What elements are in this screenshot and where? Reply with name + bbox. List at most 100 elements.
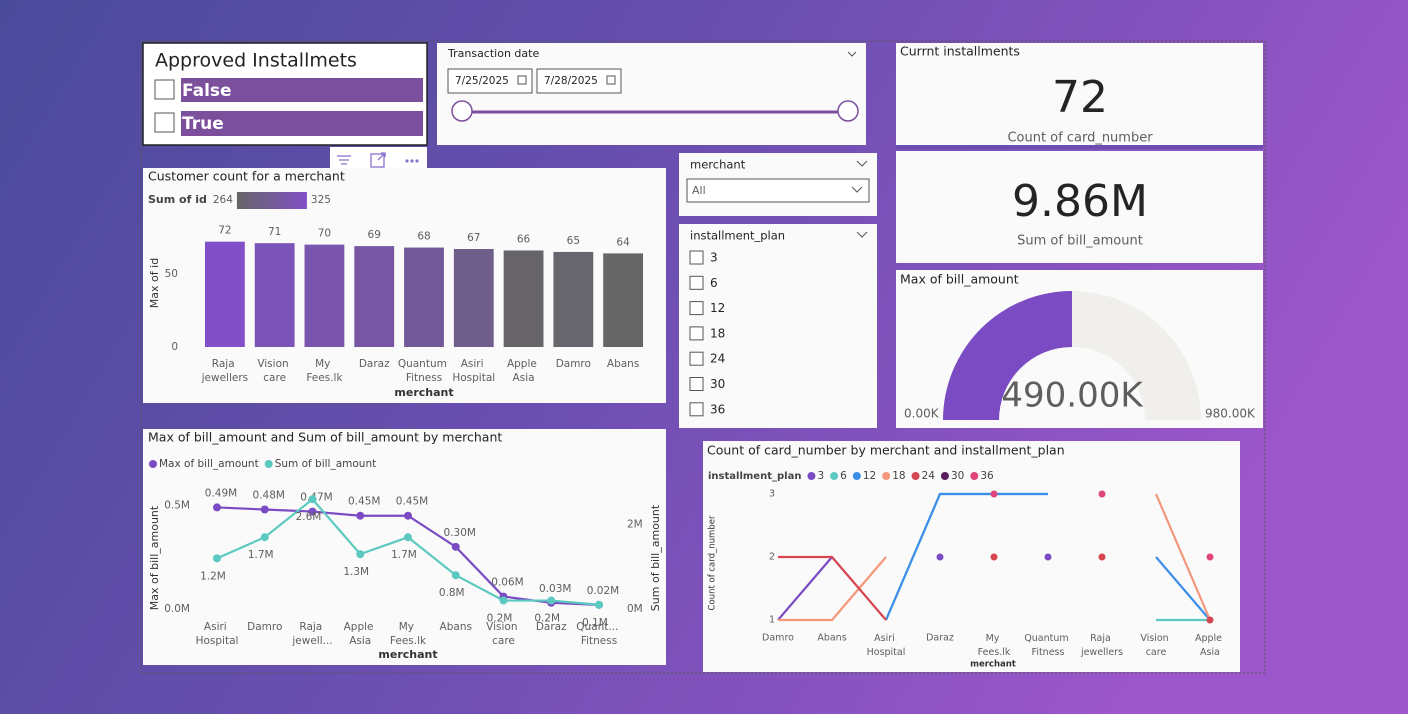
option-label[interactable]: 30 — [710, 377, 725, 391]
dropdown[interactable] — [686, 178, 870, 203]
chevron[interactable] — [847, 51, 857, 57]
card-value: 9.86M — [1012, 176, 1148, 227]
label-line: Asia — [513, 372, 535, 384]
bar — [603, 253, 644, 347]
data-point — [1206, 553, 1214, 561]
x-tick-label: Raja jewell... — [291, 621, 332, 647]
option-label[interactable]: False — [182, 81, 232, 101]
checkbox[interactable] — [689, 275, 704, 290]
legend-marker — [882, 472, 891, 480]
date-end[interactable]: 7/28/2025 — [544, 75, 598, 87]
more-icon[interactable] — [405, 159, 419, 163]
gauge-max-label: 980.00K — [1205, 407, 1256, 421]
checkbox[interactable] — [689, 301, 704, 316]
checkbox[interactable] — [689, 402, 704, 417]
dot — [415, 159, 419, 163]
legend-label: 36 — [980, 470, 994, 482]
option-label[interactable]: 3 — [710, 251, 718, 265]
checkbox[interactable] — [689, 377, 704, 391]
label-line: My — [986, 633, 1003, 644]
legend-label: 3 — [817, 470, 824, 482]
bar — [404, 247, 444, 347]
checkbox[interactable] — [154, 112, 175, 133]
data-label: 65 — [567, 235, 580, 247]
card-label: Count of card_number — [1007, 131, 1153, 146]
x-tick-label: Abans — [817, 633, 846, 644]
data-point — [1098, 490, 1106, 498]
x-tick-label: My Fees.lk — [390, 621, 427, 647]
option-label[interactable]: True — [182, 114, 224, 134]
slicer-title: Transaction date — [447, 47, 539, 60]
label-line: care — [1146, 647, 1167, 658]
option-label[interactable]: 18 — [710, 326, 725, 340]
data-label: 66 — [517, 233, 531, 245]
label-line: Asiri — [874, 633, 898, 644]
selection-border — [140, 40, 1266, 674]
chevron[interactable] — [851, 186, 863, 193]
chart-title: Count of card_number by merchant and ins… — [707, 443, 1065, 458]
data-label: 71 — [268, 226, 281, 238]
option-bar[interactable] — [181, 78, 423, 102]
y-tick-label: 0.0M — [164, 603, 190, 615]
label-line: Hospital — [867, 647, 906, 658]
x-tick-label: Quantum Fitness — [398, 358, 450, 384]
focus-arrow[interactable] — [377, 152, 386, 161]
option-label[interactable]: 36 — [710, 402, 725, 416]
label-line: Vision — [1140, 633, 1171, 644]
chevron[interactable] — [856, 231, 868, 238]
checkbox[interactable] — [689, 250, 704, 265]
label-line: Asia — [1200, 647, 1220, 658]
label-line: Hospital — [196, 635, 239, 647]
header-icons — [337, 152, 386, 168]
checkbox[interactable] — [689, 326, 704, 341]
chevron[interactable] — [856, 160, 868, 167]
slider-handle[interactable] — [451, 100, 473, 122]
x-tick-label: Damro — [762, 633, 794, 644]
x-tick-label: Daraz — [926, 633, 954, 644]
y-tick-label: 3 — [769, 489, 775, 500]
option-label[interactable]: 6 — [710, 276, 718, 290]
label-line: jewell... — [291, 635, 332, 647]
slicer-title: installment_plan — [690, 229, 785, 243]
data-label: 68 — [417, 231, 430, 243]
bar — [254, 243, 295, 347]
data-label: 72 — [218, 225, 231, 237]
bar — [354, 246, 395, 347]
data-label: 1.7M — [248, 549, 274, 561]
x-tick-label: Asiri Hospital — [452, 358, 495, 384]
x-tick-label: My Fees.lk — [978, 633, 1011, 658]
gauge-min-label: 0.00K — [904, 407, 940, 421]
slider-handle[interactable] — [837, 100, 859, 122]
panel — [896, 43, 1263, 145]
label-line: Quantum — [398, 358, 450, 370]
data-point — [260, 505, 269, 514]
data-point — [595, 600, 603, 609]
legend-max: 325 — [311, 194, 331, 206]
calendar-icon[interactable] — [517, 75, 527, 85]
option-label[interactable]: 24 — [710, 352, 725, 366]
checkbox[interactable] — [154, 79, 175, 100]
card-label: Sum of bill_amount — [1017, 234, 1143, 249]
label-line: care — [492, 635, 515, 647]
data-label: 0.48M — [253, 490, 285, 502]
x-tick-label: Apple Asia — [344, 621, 377, 647]
option-label[interactable]: 12 — [710, 301, 725, 315]
label-line: Raja — [299, 621, 325, 633]
filter-icon[interactable] — [337, 155, 351, 165]
legend-title: installment_plan — [708, 471, 801, 482]
label-line: Vision — [486, 621, 521, 633]
y-tick-label: 2 — [769, 552, 775, 563]
focus-icon[interactable] — [370, 153, 385, 168]
checkbox[interactable] — [689, 351, 704, 366]
bar — [503, 250, 544, 347]
x-tick-label: Abans — [440, 621, 472, 633]
bar — [304, 244, 345, 347]
data-point — [1206, 616, 1214, 624]
calendar-icon[interactable] — [606, 75, 616, 85]
dropdown-value[interactable]: All — [692, 184, 706, 197]
x-tick-label: Apple Asia — [1195, 633, 1225, 658]
legend-marker — [852, 472, 861, 480]
series-line — [884, 492, 1211, 621]
option-bar[interactable] — [181, 111, 423, 136]
date-start[interactable]: 7/25/2025 — [455, 75, 509, 87]
